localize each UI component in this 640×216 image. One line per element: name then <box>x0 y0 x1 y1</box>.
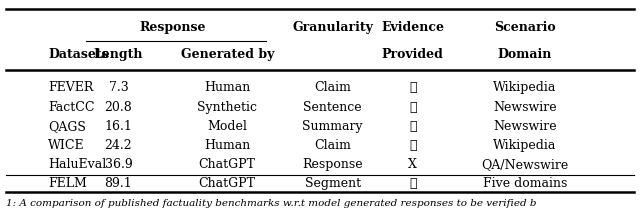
Text: FELM: FELM <box>48 177 87 190</box>
Text: 24.2: 24.2 <box>104 139 132 152</box>
Text: Newswire: Newswire <box>493 120 557 133</box>
Text: Summary: Summary <box>303 120 363 133</box>
Text: 20.8: 20.8 <box>104 100 132 114</box>
Text: Evidence: Evidence <box>381 21 444 35</box>
Text: FactCC: FactCC <box>48 100 95 114</box>
Text: Sentence: Sentence <box>303 100 362 114</box>
Text: 36.9: 36.9 <box>104 158 132 171</box>
Text: Generated by: Generated by <box>180 48 274 62</box>
Text: Provided: Provided <box>382 48 444 62</box>
Text: Domain: Domain <box>498 48 552 62</box>
Text: QAGS: QAGS <box>48 120 86 133</box>
Text: Wikipedia: Wikipedia <box>493 139 557 152</box>
Text: ✓: ✓ <box>409 177 417 190</box>
Text: Claim: Claim <box>314 81 351 94</box>
Text: 7.3: 7.3 <box>109 81 128 94</box>
Text: Response: Response <box>303 158 363 171</box>
Text: 89.1: 89.1 <box>104 177 132 190</box>
Text: Response: Response <box>140 21 206 35</box>
Text: Segment: Segment <box>305 177 361 190</box>
Text: Human: Human <box>204 139 250 152</box>
Text: ✓: ✓ <box>409 100 417 114</box>
Text: ChatGPT: ChatGPT <box>198 177 256 190</box>
Text: Model: Model <box>207 120 247 133</box>
Text: Claim: Claim <box>314 139 351 152</box>
Text: Human: Human <box>204 81 250 94</box>
Text: Scenario: Scenario <box>494 21 556 35</box>
Text: 16.1: 16.1 <box>104 120 132 133</box>
Text: Synthetic: Synthetic <box>197 100 257 114</box>
Text: 1: A comparison of published factuality benchmarks w.r.t model generated respons: 1: A comparison of published factuality … <box>6 199 537 208</box>
Text: ChatGPT: ChatGPT <box>198 158 256 171</box>
Text: QA/Newswire: QA/Newswire <box>481 158 568 171</box>
Text: Length: Length <box>93 48 143 62</box>
Text: Datasets: Datasets <box>48 48 109 62</box>
Text: Wikipedia: Wikipedia <box>493 81 557 94</box>
Text: Five domains: Five domains <box>483 177 567 190</box>
Text: ✓: ✓ <box>409 81 417 94</box>
Text: ✓: ✓ <box>409 139 417 152</box>
Text: Newswire: Newswire <box>493 100 557 114</box>
Text: X: X <box>408 158 417 171</box>
Text: WICE: WICE <box>48 139 84 152</box>
Text: ✓: ✓ <box>409 120 417 133</box>
Text: FEVER: FEVER <box>48 81 93 94</box>
Text: HaluEval: HaluEval <box>48 158 106 171</box>
Text: Granularity: Granularity <box>292 21 373 35</box>
